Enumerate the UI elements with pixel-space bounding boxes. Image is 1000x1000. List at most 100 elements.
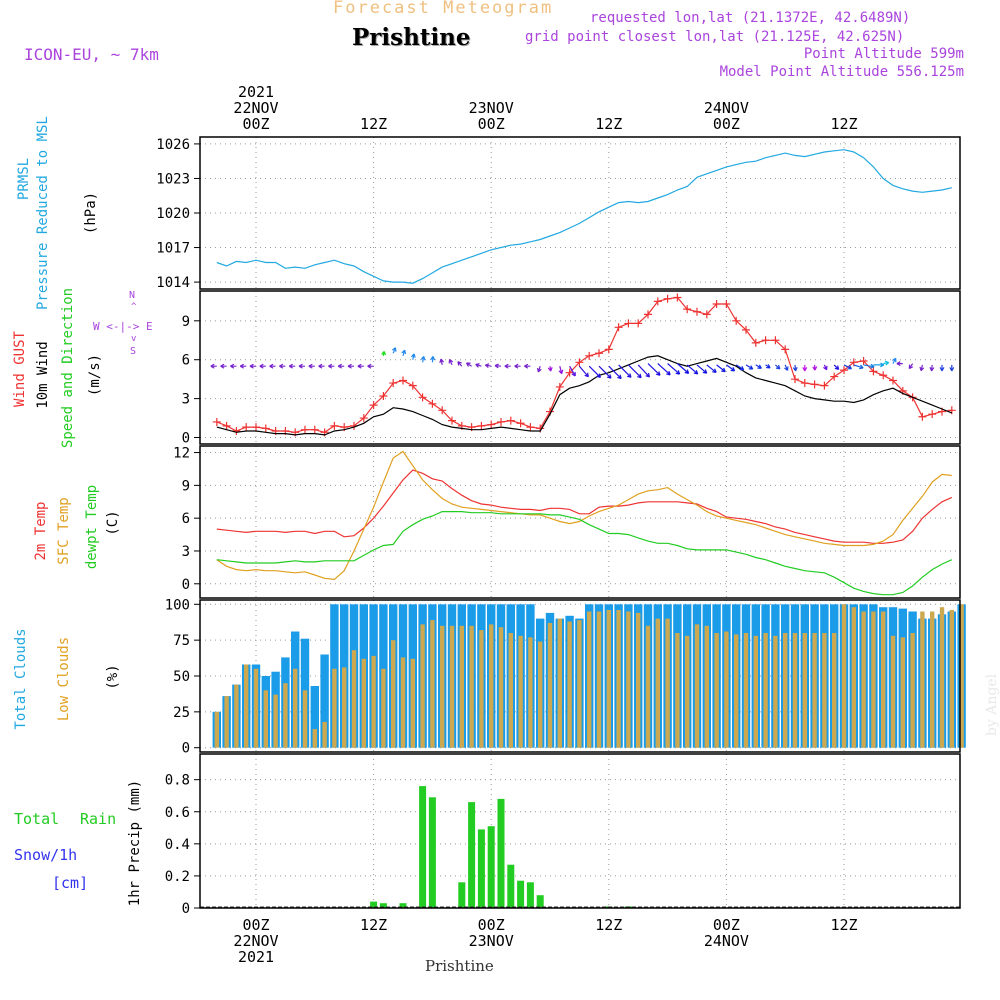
gust-marker bbox=[399, 376, 407, 385]
gust-marker bbox=[310, 425, 319, 434]
gust-marker bbox=[379, 392, 388, 401]
bar-low-clouds bbox=[440, 625, 445, 748]
bar-total-clouds bbox=[310, 686, 319, 748]
gust-marker bbox=[742, 325, 750, 334]
bar-low-clouds bbox=[606, 610, 611, 748]
gust-marker bbox=[526, 423, 535, 432]
y-tick-label: 0 bbox=[182, 741, 190, 757]
gust-marker bbox=[889, 376, 897, 385]
y-tick-label: 1017 bbox=[156, 241, 190, 257]
wind-arrow bbox=[716, 364, 726, 373]
wind-arrow bbox=[833, 364, 840, 370]
y-tick-label: 1023 bbox=[156, 171, 190, 187]
wind-arrow bbox=[908, 363, 914, 370]
y-tick-label: 1026 bbox=[156, 137, 190, 153]
bar-rain bbox=[399, 903, 407, 908]
bar-low-clouds bbox=[244, 664, 249, 748]
bar-low-clouds bbox=[685, 635, 690, 748]
bar-low-clouds bbox=[616, 610, 621, 748]
time-label-top: 24NOV bbox=[704, 99, 749, 117]
gust-marker bbox=[693, 307, 701, 316]
wind-arrow bbox=[401, 349, 407, 357]
wind-arrow bbox=[883, 360, 890, 366]
wind-arrow bbox=[939, 364, 945, 372]
gust-marker bbox=[702, 310, 711, 319]
requested-coords: requested lon,lat (21.1372E, 42.6489N) bbox=[590, 10, 911, 26]
wind-arrow bbox=[367, 363, 374, 369]
wind-arrow bbox=[504, 363, 511, 369]
wind-arrow bbox=[873, 362, 885, 368]
bar-low-clouds bbox=[234, 684, 239, 748]
wind-arrow bbox=[892, 357, 897, 364]
y-tick-label: 9 bbox=[182, 478, 190, 494]
bar-low-clouds bbox=[920, 611, 925, 748]
bar-low-clouds bbox=[498, 627, 504, 748]
wind-arrow bbox=[357, 363, 364, 369]
y-tick-label: 1014 bbox=[156, 275, 190, 291]
bar-low-clouds bbox=[704, 625, 709, 748]
gust-marker bbox=[359, 414, 368, 423]
y-tick-label: 6 bbox=[182, 511, 190, 527]
wind-arrow bbox=[919, 364, 925, 372]
wind-arrow bbox=[381, 350, 387, 356]
bar-low-clouds bbox=[910, 633, 915, 748]
bar-low-clouds bbox=[479, 630, 484, 748]
series-line-prmsl bbox=[216, 149, 952, 284]
gust-marker bbox=[859, 357, 868, 366]
y-tick-label: 0.2 bbox=[165, 869, 190, 885]
wind-arrow bbox=[896, 361, 903, 367]
bar-rain bbox=[517, 880, 525, 908]
gust-marker bbox=[928, 410, 937, 419]
time-label-top: 00Z bbox=[713, 115, 740, 133]
wind-arrow bbox=[391, 347, 397, 354]
gust-marker bbox=[252, 423, 260, 432]
compass-up-arrow: ^ bbox=[131, 302, 137, 312]
bar-low-clouds bbox=[224, 696, 229, 748]
bar-low-clouds bbox=[753, 635, 758, 748]
time-label-bottom: 24NOV bbox=[704, 932, 749, 950]
time-label-bottom: 00Z bbox=[478, 916, 505, 934]
wind-arrow bbox=[288, 363, 296, 369]
wind-arrow bbox=[298, 363, 305, 369]
series-line-2m-temp bbox=[216, 469, 953, 544]
bar-rain bbox=[379, 903, 387, 908]
bar-low-clouds bbox=[626, 611, 631, 748]
y-tick-label: 50 bbox=[173, 669, 190, 685]
bar-low-clouds bbox=[489, 624, 494, 748]
bar-low-clouds bbox=[783, 633, 788, 748]
time-label-bottom: 12Z bbox=[360, 916, 387, 934]
y-tick-label: 6 bbox=[182, 353, 190, 369]
bar-low-clouds bbox=[714, 633, 719, 748]
gust-marker bbox=[516, 419, 525, 428]
bar-low-clouds bbox=[273, 694, 278, 748]
wind-arrow bbox=[279, 363, 286, 369]
gust-marker bbox=[428, 399, 437, 408]
y-tick-label: 0.4 bbox=[165, 837, 190, 853]
wind-arrow bbox=[802, 364, 808, 372]
wind-arrow bbox=[569, 365, 576, 377]
wind-arrow bbox=[210, 363, 217, 369]
wind-arrow bbox=[812, 364, 818, 371]
gust-marker bbox=[791, 375, 799, 384]
wind-arrow bbox=[537, 366, 542, 373]
panel-4 bbox=[194, 599, 966, 753]
wind-arrow bbox=[949, 364, 955, 372]
gust-marker bbox=[800, 379, 809, 388]
gust-marker bbox=[222, 421, 231, 430]
gust-marker bbox=[369, 401, 378, 410]
wind-arrow bbox=[667, 363, 681, 375]
gust-marker bbox=[604, 345, 613, 354]
y-tick-label: 100 bbox=[165, 597, 190, 613]
wind-arrow bbox=[608, 365, 622, 380]
time-label-top: 12Z bbox=[360, 115, 387, 133]
series-line-sfc-temp bbox=[216, 450, 952, 581]
bar-low-clouds bbox=[449, 625, 455, 748]
panel-1 bbox=[194, 136, 961, 290]
bar-low-clouds bbox=[518, 635, 523, 748]
wind-arrow bbox=[420, 356, 426, 363]
bar-low-clouds bbox=[567, 621, 572, 748]
model-label: ICON-EU, ~ 7km bbox=[24, 45, 159, 64]
gust-marker bbox=[497, 417, 505, 426]
wind-arrow bbox=[558, 366, 564, 375]
